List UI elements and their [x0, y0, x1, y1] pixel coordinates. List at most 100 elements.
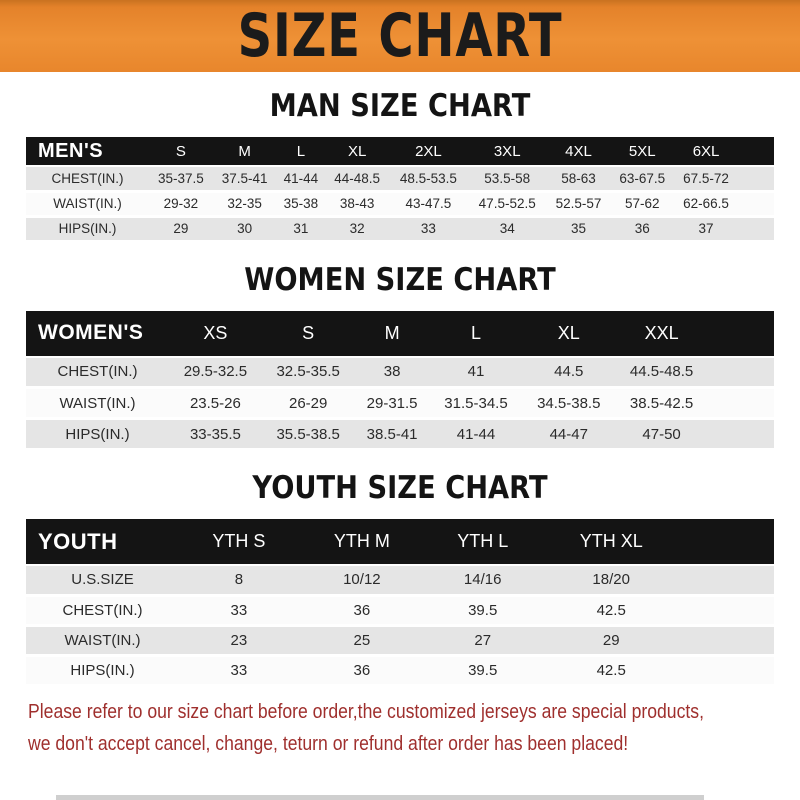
- column-header: XL: [522, 310, 616, 358]
- table-cell: 29-32: [163, 196, 199, 211]
- column-header: S: [149, 137, 213, 167]
- table-cell: 23: [230, 631, 248, 649]
- column-header: YTH XL: [540, 519, 682, 566]
- table-cell: 52.5-57: [555, 196, 602, 211]
- table-cell: 44.5: [554, 363, 584, 381]
- table-row: CHEST(IN.) 35-37.5 37.5-41 41-44 44-48.5 48.5…: [26, 166, 774, 191]
- women-size-table: WOMEN'S XS S M L XL XXL CHEST(IN.) 29.5-32.5 32.5…: [26, 310, 774, 452]
- row-spacer-cell: [738, 166, 774, 191]
- table-cell: 10/12: [343, 571, 381, 589]
- women-section-heading: WOMEN SIZE CHART: [244, 261, 556, 298]
- table-cell: 67.5-72: [683, 170, 729, 186]
- row-label: HIPS(IN.): [65, 425, 130, 443]
- header-spacer-cell: [708, 310, 774, 358]
- table-cell: 32.5-35.5: [276, 363, 340, 381]
- row-spacer-cell: [708, 419, 774, 450]
- table-cell: 42.5: [596, 601, 626, 619]
- table-cell: 34: [499, 221, 515, 236]
- row-label: WAIST(IN.): [59, 394, 136, 412]
- table-cell: 41: [467, 363, 485, 381]
- column-header: XL: [325, 137, 390, 167]
- row-spacer-cell: [708, 388, 774, 419]
- row-spacer-cell: [708, 357, 774, 388]
- table-row: WAIST(IN.) 23 25 27 29: [26, 625, 774, 655]
- row-spacer-cell: [682, 625, 774, 655]
- table-cell: 38.5-41: [366, 425, 418, 443]
- row-label: U.S.SIZE: [71, 571, 134, 589]
- table-cell: 41-44: [283, 170, 319, 186]
- table-cell: 62-66.5: [683, 196, 729, 211]
- table-cell: 47-50: [642, 425, 681, 443]
- row-label: CHEST(IN.): [57, 363, 138, 381]
- row-spacer-cell: [682, 655, 774, 685]
- table-cell: 29: [173, 221, 189, 236]
- table-cell: 37.5-41: [221, 170, 268, 186]
- table-cell: 23.5-26: [189, 394, 241, 412]
- youth-section-heading: YOUTH SIZE CHART: [252, 470, 548, 506]
- table-cell: 26-29: [288, 394, 328, 412]
- table-cell: 34.5-38.5: [537, 394, 601, 412]
- row-label: WAIST(IN.): [64, 631, 141, 649]
- table-row: CHEST(IN.) 33 36 39.5 42.5: [26, 595, 774, 625]
- row-label: CHEST(IN.): [51, 170, 124, 186]
- row-label: HIPS(IN.): [70, 661, 135, 679]
- size-header-row: MEN'S S M L XL 2XL 3XL 4XL 5XL 6XL: [26, 137, 774, 167]
- table-cell: 44-48.5: [334, 170, 381, 186]
- column-header: XS: [169, 310, 262, 358]
- table-cell: 14/16: [463, 571, 502, 589]
- footer-notice: Please refer to our size chart before or…: [28, 696, 800, 760]
- table-cell: 35: [570, 221, 586, 236]
- column-header: YTH S: [179, 519, 299, 566]
- men-size-chart-section: MAN SIZE CHART MEN'S S M L XL 2XL 3XL 4XL 5XL 6XL…: [0, 88, 800, 243]
- table-cell: 32: [349, 221, 365, 236]
- table-row: HIPS(IN.) 33 36 39.5 42.5: [26, 655, 774, 685]
- table-cell: 39.5: [468, 601, 498, 619]
- table-title-cell: MEN'S: [26, 137, 149, 167]
- table-row: CHEST(IN.) 29.5-32.5 32.5-35.5 38 41 44.5 44.5…: [26, 356, 774, 388]
- table-cell: 57-62: [624, 196, 660, 211]
- table-cell: 29: [602, 631, 620, 649]
- table-cell: 29.5-32.5: [183, 363, 248, 381]
- table-cell: 53.5-58: [484, 170, 531, 186]
- header-spacer-cell: [682, 519, 774, 566]
- banner-title: SIZE CHART: [237, 1, 563, 71]
- table-row: HIPS(IN.) 29 30 31 32 33 34 35 36 37: [26, 216, 774, 241]
- table-cell: 48.5-53.5: [399, 170, 457, 186]
- table-cell: 38.5-42.5: [629, 394, 694, 412]
- table-cell: 39.5: [468, 661, 498, 679]
- table-cell: 33-35.5: [189, 425, 241, 443]
- table-cell: 27: [474, 631, 492, 649]
- notice-line-1: Please refer to our size chart before or…: [28, 700, 704, 723]
- table-row: WAIST(IN.) 29-32 32-35 35-38 38-43 43-47.5 47.…: [26, 191, 774, 216]
- table-cell: 33: [420, 221, 436, 236]
- table-row: U.S.SIZE 8 10/12 14/16 18/20: [26, 565, 774, 595]
- bottom-divider: [56, 795, 704, 800]
- column-header: L: [276, 137, 326, 167]
- table-cell: 35-38: [283, 196, 319, 211]
- table-cell: 35-37.5: [157, 170, 204, 186]
- table-cell: 36: [634, 221, 650, 236]
- table-cell: 18/20: [592, 571, 630, 589]
- row-label: HIPS(IN.): [58, 221, 117, 236]
- column-header: XXL: [615, 310, 708, 358]
- row-label: CHEST(IN.): [62, 601, 143, 619]
- row-spacer-cell: [738, 191, 774, 216]
- column-header: 5XL: [610, 137, 675, 167]
- youth-size-table: YOUTH YTH S YTH M YTH L YTH XL U.S.SIZE 8 10/12…: [26, 519, 774, 687]
- row-label: WAIST(IN.): [53, 196, 122, 211]
- table-title-cell: YOUTH: [26, 519, 179, 566]
- table-cell: 44.5-48.5: [629, 363, 694, 381]
- column-header: 2XL: [389, 137, 468, 167]
- table-cell: 31: [293, 221, 309, 236]
- table-cell: 33: [230, 661, 248, 679]
- column-header: YTH M: [298, 519, 425, 566]
- table-cell: 42.5: [596, 661, 626, 679]
- column-header: YTH L: [425, 519, 541, 566]
- table-cell: 41-44: [456, 425, 496, 443]
- table-cell: 36: [353, 601, 371, 619]
- table-title-cell: WOMEN'S: [26, 310, 169, 358]
- table-cell: 43-47.5: [405, 196, 452, 211]
- column-header: S: [261, 310, 355, 358]
- table-cell: 36: [353, 661, 371, 679]
